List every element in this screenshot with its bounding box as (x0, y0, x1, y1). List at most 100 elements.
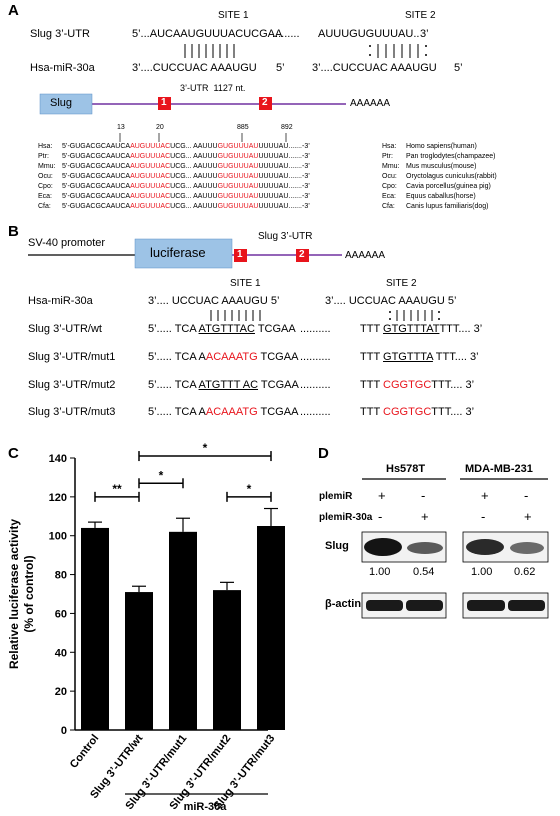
seq-middle: UCG... AAUUU (170, 203, 218, 210)
b-motif1: ATGTTT AC (198, 379, 259, 391)
b-suffix1: TCGAA (254, 323, 296, 335)
b-prefix2: TTT (360, 351, 384, 363)
luciferase-bar-chart: 0 20 40 60 80 100 120 140 Relative luciferase ac… (7, 441, 285, 813)
position-ticks (119, 133, 287, 142)
seq-middle: UCG... AAUUU (170, 173, 218, 180)
slug-gene-label: Slug (50, 97, 73, 109)
slug-gene-box (39, 93, 93, 115)
quant-1: 1.00 (369, 566, 391, 578)
seq-suffix: UUUUAU.......-3’ (258, 203, 310, 210)
b-suffix2: TTT.... 3’ (439, 323, 483, 335)
b-row-label: Slug 3’-UTR/mut1 (28, 351, 116, 363)
site2-label-b: SITE 2 (386, 278, 417, 289)
quant-2: 0.54 (413, 566, 435, 578)
species-abbr-right: Cpo: (382, 183, 397, 190)
b-prefix2: TTT (360, 379, 384, 391)
quant-4: 0.62 (514, 566, 536, 578)
actin-row-label: β-actin (325, 598, 362, 610)
species-name: Oryctolagus cuniculus(rabbit) (406, 173, 497, 180)
site2-pairing-bars (369, 44, 427, 58)
site1-label: SITE 1 (218, 10, 249, 21)
pos-885: 885 (237, 124, 249, 131)
panel-a-pairing-lines (184, 44, 427, 58)
species-abbr: Eca: (38, 193, 53, 200)
b-row-site1: 5’..... TCA ATGTTTAC TCGAA (148, 323, 296, 335)
b-suffix1: TCGAA (257, 406, 299, 418)
site1-number-a: 1 (161, 97, 167, 108)
bar-4 (257, 526, 285, 730)
seq-middle: UCG... AAUUU (170, 153, 218, 160)
band-actin-1 (366, 600, 403, 611)
b-motif1: ACAAATG (205, 406, 258, 418)
b-row-site1: 5’..... TCA AACAAATG TCGAA (148, 406, 298, 418)
polya-a: AAAAAA (350, 98, 391, 109)
slug-seq-dots: ......... (272, 28, 300, 40)
b-prefix2: TTT (360, 406, 384, 418)
seq-prefix: 5’-GUGACGCAAUCA (62, 183, 131, 190)
mir30a-seq-site2: 3’....CUCCUAC AAAUGU (312, 62, 437, 74)
b-motif2: GTGTTTA (383, 351, 433, 363)
b-row-site2: TTT CGGTGCTTT.... 3’ (360, 379, 474, 391)
seq-site2: GUGUUUAU (217, 163, 259, 170)
bar-3 (213, 590, 241, 730)
sv40-promoter-label: SV-40 promoter (28, 237, 106, 249)
species-abbr: Hsa: (38, 143, 53, 150)
b-row-label: Slug 3’-UTR/mut3 (28, 406, 116, 418)
species-abbr: Cfa: (38, 203, 51, 210)
panel-b-letter: B (8, 223, 19, 240)
sign-r1-3: + (481, 488, 489, 503)
y-tick-label: 60 (55, 608, 67, 620)
pos-892: 892 (281, 124, 293, 131)
b-row-dots: .......... (300, 406, 331, 418)
b-row-site1: 5’..... TCA AACAAATG TCGAA (148, 351, 298, 363)
seq-site1: AUGUUUAC (130, 153, 171, 160)
pos-13: 13 (117, 124, 125, 131)
cell-line-mda: MDA-MB-231 (465, 463, 533, 475)
b-row-label: Slug 3’-UTR/mut2 (28, 379, 116, 391)
quant-3: 1.00 (471, 566, 493, 578)
species-abbr-right: Ocu: (382, 173, 397, 180)
seq-suffix: UUUUAU.......-3’ (258, 143, 310, 150)
site1-box-b (234, 249, 247, 262)
y-tick-label: 40 (55, 647, 67, 659)
seq-prefix: 5’-GUGACGCAAUCA (62, 173, 131, 180)
seq-middle: UCG... AAUUU (170, 143, 218, 150)
mir30a-label: Hsa-miR-30a (30, 62, 95, 74)
slug-seq-site1: 5’...AUCAAUGUUUACUCGAA (132, 28, 283, 40)
slug-seq-site2: AUUUGUGUUUAU.. (318, 28, 420, 40)
seq-site2: GUGUUUAU (217, 183, 259, 190)
panel-a-construct (39, 93, 346, 115)
species-sequence: 5’-GUGACGCAAUCAAUGUUUACUCG... AAUUUGUGUU… (62, 183, 310, 190)
b-row-site2: TTT GTGTTTATTTT.... 3’ (360, 323, 482, 335)
seq-site2: GUGUUUAU (217, 173, 259, 180)
site1-number-b: 1 (237, 249, 243, 260)
b-row-site1: 5’..... TCA ATGTTT AC TCGAA (148, 379, 299, 391)
b-prefix2: TTT (360, 323, 384, 335)
b-row-site2: TTT GTGTTTA TTT.... 3’ (360, 351, 479, 363)
species-abbr: Ptr: (38, 153, 49, 160)
plemir-label: plemiR (319, 491, 353, 502)
y-axis-label-line1: Relative luciferase activity (7, 519, 21, 669)
slug-utr-label-b: Slug 3’-UTR (258, 231, 313, 242)
x-tick-label-0: Control (68, 732, 102, 770)
b-row-dots: .......... (300, 351, 331, 363)
b-row-label: Slug 3’-UTR/wt (28, 323, 102, 335)
seq-prefix: 5’-GUGACGCAAUCA (62, 203, 131, 210)
seq-suffix: UUUUAU.......-3’ (258, 183, 310, 190)
species-abbr-right: Ptr: (382, 153, 393, 160)
slug-row-label: Slug (325, 540, 349, 552)
slug-seq-3prime: 3’ (420, 28, 429, 40)
y-tick-label: 20 (55, 686, 67, 698)
site1-pairing-bars (184, 44, 235, 58)
sig-star-0: ** (112, 482, 122, 496)
panel-c-letter: C (8, 445, 19, 462)
seq-site1: AUGUUUAC (130, 163, 171, 170)
species-abbr-right: Cfa: (382, 203, 395, 210)
species-name: Pan troglodytes(champazee) (406, 153, 496, 160)
b-row-dots: .......... (300, 379, 331, 391)
luciferase-label: luciferase (150, 245, 206, 260)
sign-r1-1: + (378, 488, 386, 503)
species-abbr: Cpo: (38, 183, 53, 190)
seq-suffix: UUUUAU.......-3’ (258, 153, 310, 160)
b-suffix2: TTT.... 3’ (431, 406, 475, 418)
